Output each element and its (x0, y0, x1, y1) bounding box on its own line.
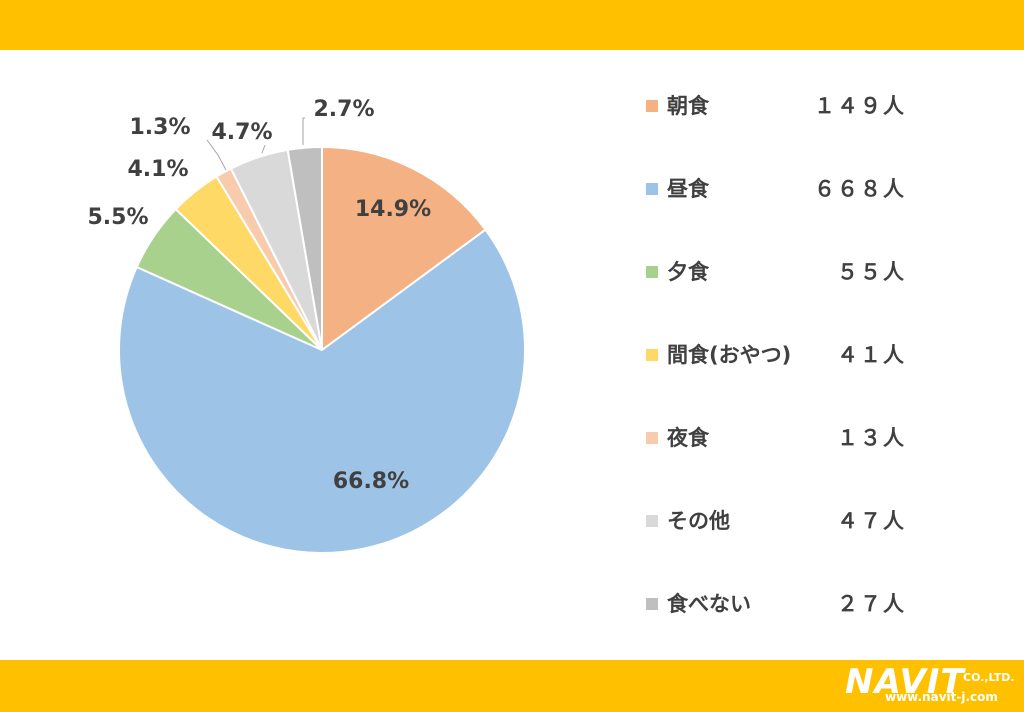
logo-mark: NAVIT (845, 662, 965, 702)
legend-count-breakfast: １４９人 (814, 94, 906, 118)
legend-swatch-breakfast (646, 100, 658, 112)
pie-slice-lunch (118, 228, 526, 554)
logo-url: www.navit-j.com (885, 690, 998, 704)
company-logo: NAVIT CO.,LTD. www.navit-j.com (845, 662, 1020, 710)
legend-count-lunch: ６６８人 (814, 177, 906, 201)
chart-legend: 朝食 １４９人昼食 ６６８人夕食 ５５人間食(おやつ) ４１人夜食 １３人その他 ４７人食べ… (632, 86, 922, 667)
legend-label-breakfast: 朝食 (667, 94, 709, 118)
data-label-breakfast: 14.9% (355, 197, 431, 222)
legend-swatch-late-night (646, 432, 658, 444)
leader-line-other (261, 144, 266, 154)
data-label-snack: 4.1% (127, 157, 188, 182)
legend-item-late-night: 夜食 １３人 (632, 418, 922, 501)
data-label-none: 2.7% (313, 97, 374, 122)
data-label-dinner: 5.5% (87, 205, 148, 230)
pie-slice-none (286, 145, 323, 351)
legend-swatch-other (646, 515, 658, 527)
legend-label-dinner: 夕食 (667, 260, 709, 284)
legend-count-none: ２７人 (837, 592, 906, 616)
legend-item-snack: 間食(おやつ) ４１人 (632, 335, 922, 418)
legend-label-late-night: 夜食 (667, 426, 709, 450)
pie-slice-breakfast (321, 145, 487, 352)
legend-count-other: ４７人 (837, 509, 906, 533)
legend-swatch-dinner (646, 266, 658, 278)
pie-chart: 14.9% 66.8% 5.5% 4.1% 1.3% 4.7% 2.7% (87, 97, 526, 554)
legend-item-none: 食べない ２７人 (632, 584, 922, 667)
leader-line-none (302, 117, 305, 145)
legend-label-snack: 間食(おやつ) (667, 343, 792, 367)
legend-swatch-none (646, 598, 658, 610)
legend-swatch-snack (646, 349, 658, 361)
legend-item-lunch: 昼食 ６６８人 (632, 169, 922, 252)
data-label-late-night: 1.3% (129, 115, 190, 140)
legend-count-late-night: １３人 (837, 426, 906, 450)
legend-count-dinner: ５５人 (837, 260, 906, 284)
logo-suffix: CO.,LTD. (963, 671, 1015, 684)
top-banner (0, 0, 1024, 50)
data-label-lunch: 66.8% (333, 469, 409, 494)
data-label-other: 4.7% (211, 120, 272, 145)
legend-item-dinner: 夕食 ５５人 (632, 252, 922, 335)
legend-item-other: その他 ４７人 (632, 501, 922, 584)
leader-line-late-night (206, 139, 227, 171)
legend-item-breakfast: 朝食 １４９人 (632, 86, 922, 169)
legend-label-lunch: 昼食 (667, 177, 709, 201)
legend-label-none: 食べない (667, 592, 751, 616)
legend-label-other: その他 (667, 509, 730, 533)
bottom-banner (0, 660, 1024, 712)
legend-count-snack: ４１人 (837, 343, 906, 367)
legend-swatch-lunch (646, 183, 658, 195)
